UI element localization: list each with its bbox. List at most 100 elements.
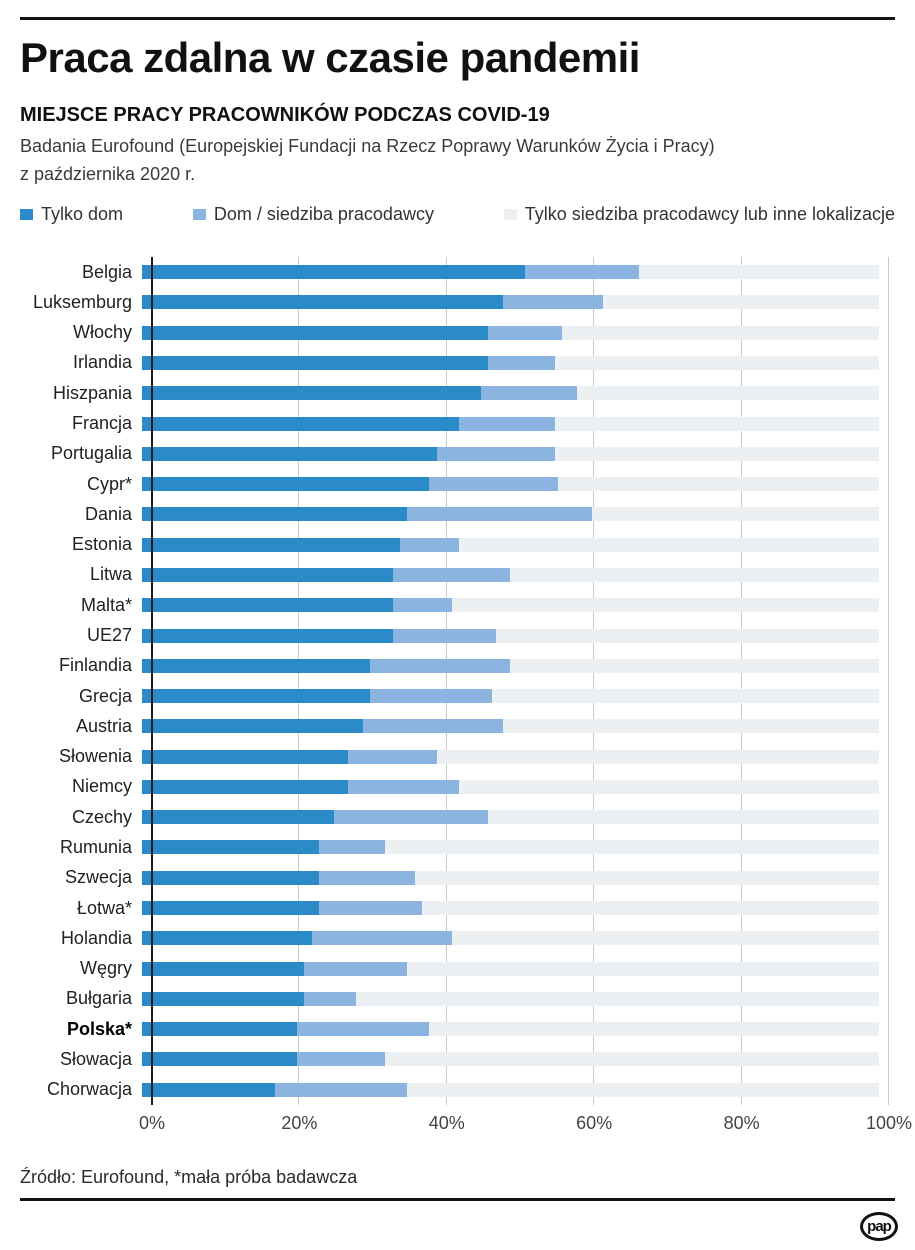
gridline-20 (298, 257, 300, 1105)
bar-track (142, 537, 879, 552)
row-label: Chorwacja (46, 1079, 132, 1100)
row-label: Belgia (81, 261, 132, 282)
row-label: Grecja (78, 685, 132, 706)
chart-legend: Tylko dom Dom / siedziba pracodawcy Tylko … (20, 204, 895, 225)
bar-track (142, 386, 879, 401)
gridline-60 (593, 257, 595, 1105)
legend-item-0: Tylko dom (20, 204, 123, 225)
pap-logo: pap (860, 1212, 898, 1241)
bar-row: Włochy (20, 318, 895, 348)
row-label: Łotwa* (76, 897, 132, 918)
bar-row: Grecja (20, 681, 895, 711)
bar-segment-mixed (399, 537, 459, 552)
bar-segment-mixed (488, 355, 555, 370)
bar-segment-home (142, 658, 371, 673)
bar-row: Bułgaria (20, 984, 895, 1014)
bar-row: Luksemburg (20, 287, 895, 317)
x-tick-label: 80% (723, 1113, 760, 1133)
bar-row: Rumunia (20, 832, 895, 862)
bar-segment-mixed (363, 719, 504, 734)
bar-segment-home (142, 355, 489, 370)
bar-track (142, 870, 879, 885)
bar-track (142, 719, 879, 734)
bar-row: Malta* (20, 590, 895, 620)
bar-track (142, 991, 879, 1006)
chart-description-line1: Badania Eurofound (Europejskiej Fundacji… (20, 136, 715, 156)
top-divider (20, 17, 895, 20)
row-label: Holandia (60, 927, 132, 948)
row-label: Polska* (66, 1018, 132, 1039)
bar-track (142, 598, 879, 613)
bar-segment-mixed (348, 779, 459, 794)
x-tick-label: 40% (428, 1113, 465, 1133)
bar-row: Szwecja (20, 863, 895, 893)
bar-segment-home (142, 567, 393, 582)
bar-track (142, 961, 879, 976)
bar-track (142, 931, 879, 946)
row-label: Bułgaria (65, 988, 132, 1009)
bar-segment-mixed (458, 416, 555, 431)
bar-track (142, 689, 879, 704)
bar-row: Polska* (20, 1014, 895, 1044)
row-label: Słowenia (58, 746, 132, 767)
bar-segment-mixed (481, 386, 577, 401)
bar-segment-home (142, 931, 312, 946)
row-label: Luksemburg (32, 291, 132, 312)
legend-swatch-icon (20, 209, 33, 220)
bar-segment-home (142, 749, 349, 764)
bar-segment-home (142, 1052, 297, 1067)
bar-row: Cypr* (20, 469, 895, 499)
bar-segment-home (142, 719, 364, 734)
bar-segment-mixed (311, 931, 452, 946)
legend-label: Tylko dom (41, 204, 124, 224)
y-axis-line (151, 257, 153, 1105)
bar-track (142, 1082, 879, 1097)
page-title: Praca zdalna w czasie pandemii (20, 34, 640, 81)
gridline-100 (888, 257, 889, 1105)
bar-segment-mixed (503, 295, 603, 310)
bar-segment-mixed (407, 507, 592, 522)
row-label: Litwa (89, 564, 132, 585)
bar-row: Chorwacja (20, 1075, 895, 1105)
bar-segment-home (142, 901, 319, 916)
bar-segment-home (142, 810, 334, 825)
bar-row: Węgry (20, 953, 895, 983)
bar-segment-mixed (333, 810, 489, 825)
bar-track (142, 325, 879, 340)
bar-track (142, 477, 879, 492)
row-label: Portugalia (50, 443, 132, 464)
chart-description-line2: z października 2020 r. (20, 164, 196, 184)
bar-track (142, 265, 879, 280)
row-label: Czechy (71, 806, 132, 827)
bar-track (142, 810, 879, 825)
bar-row: Czechy (20, 802, 895, 832)
bar-segment-home (142, 477, 430, 492)
bar-segment-home (142, 446, 437, 461)
bottom-divider (20, 1198, 895, 1201)
x-tick-label: 100% (865, 1113, 913, 1133)
bar-track (142, 295, 879, 310)
bar-segment-mixed (318, 840, 386, 855)
bar-row: Finlandia (20, 651, 895, 681)
stacked-bar-chart: Belgia Luksemburg Włochy Irlandia Hiszpania F… (20, 257, 912, 1141)
bar-segment-home (142, 598, 393, 613)
row-label: Słowacja (59, 1048, 132, 1069)
row-label: Cypr* (86, 473, 132, 494)
bar-segment-mixed (274, 1082, 408, 1097)
bar-track (142, 567, 879, 582)
bar-segment-home (142, 961, 305, 976)
bar-row: Estonia (20, 530, 895, 560)
row-label: Rumunia (59, 836, 132, 857)
bar-row: Holandia (20, 923, 895, 953)
bar-segment-mixed (304, 991, 356, 1006)
bar-segment-home (142, 325, 489, 340)
bar-track (142, 840, 879, 855)
bar-track (142, 901, 879, 916)
chart-plot-area: Belgia Luksemburg Włochy Irlandia Hiszpania F… (20, 257, 895, 1105)
bar-track (142, 355, 879, 370)
bar-segment-home (142, 537, 400, 552)
legend-item-1: Dom / siedziba pracodawcy (192, 204, 434, 225)
bar-row: Austria (20, 711, 895, 741)
bar-track (142, 749, 879, 764)
bar-segment-home (142, 1082, 275, 1097)
